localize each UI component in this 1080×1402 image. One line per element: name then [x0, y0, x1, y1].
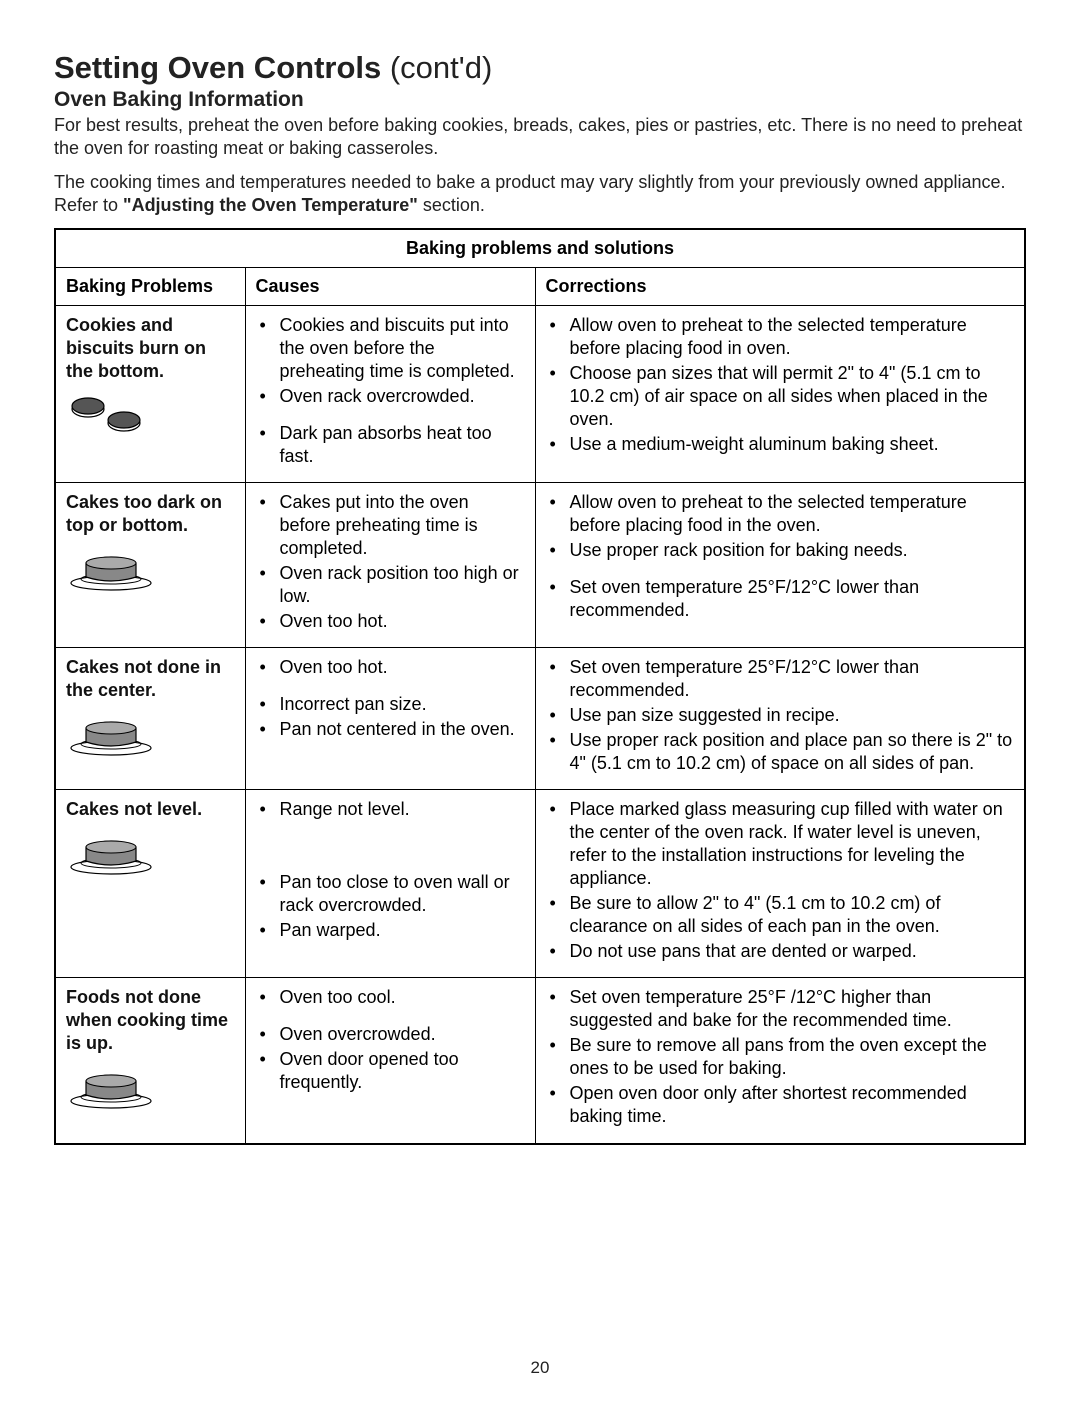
- list-item: Oven rack position too high or low.: [256, 562, 525, 608]
- cake-icon: [66, 543, 156, 591]
- bullet-list: Oven too hot. Incorrect pan size.Pan not …: [256, 656, 525, 741]
- list-item: Choose pan sizes that will permit 2" to …: [546, 362, 1015, 431]
- list-item: Use a medium-weight aluminum baking shee…: [546, 433, 1015, 456]
- problem-text: Foods not done when cooking time is up.: [66, 986, 235, 1055]
- bullet-list: Oven too cool. Oven overcrowded.Oven door…: [256, 986, 525, 1094]
- problem-cell: Cakes not level.: [55, 790, 245, 978]
- causes-cell: Cookies and biscuits put into the oven b…: [245, 305, 535, 482]
- intro2-post: section.: [418, 195, 485, 215]
- problem-text: Cakes not level.: [66, 798, 235, 821]
- bullet-list: Range not level. Pan too close to oven wa…: [256, 798, 525, 942]
- problem-cell: Cookies and biscuits burn on the bottom.: [55, 305, 245, 482]
- cake-icon: [66, 827, 156, 875]
- list-item: Set oven temperature 25°F/12°C lower tha…: [546, 656, 1015, 702]
- corrections-cell: Allow oven to preheat to the selected te…: [535, 482, 1025, 647]
- bullet-list: Allow oven to preheat to the selected te…: [546, 314, 1015, 456]
- table-caption: Baking problems and solutions: [55, 229, 1025, 268]
- list-item: Be sure to allow 2" to 4" (5.1 cm to 10.…: [546, 892, 1015, 938]
- table-row: Foods not done when cooking time is up. O…: [55, 978, 1025, 1144]
- list-item: Use pan size suggested in recipe.: [546, 704, 1015, 727]
- list-item: Oven overcrowded.: [256, 1023, 525, 1046]
- list-item: Cookies and biscuits put into the oven b…: [256, 314, 525, 383]
- list-item: Set oven temperature 25°F/12°C lower tha…: [546, 576, 1015, 622]
- bullet-list: Cookies and biscuits put into the oven b…: [256, 314, 525, 468]
- bullet-list: Allow oven to preheat to the selected te…: [546, 491, 1015, 622]
- page: Setting Oven Controls (cont'd) Oven Baki…: [0, 0, 1080, 1402]
- baking-table: Baking problems and solutions Baking Pro…: [54, 228, 1026, 1145]
- list-item: Oven too hot.: [256, 656, 525, 679]
- table-row: Cakes not done in the center. Oven too ho…: [55, 647, 1025, 789]
- list-item: Incorrect pan size.: [256, 693, 525, 716]
- list-item: Oven too hot.: [256, 610, 525, 633]
- causes-cell: Range not level. Pan too close to oven wa…: [245, 790, 535, 978]
- list-item: Range not level.: [256, 798, 525, 821]
- corrections-cell: Set oven temperature 25°F/12°C lower tha…: [535, 647, 1025, 789]
- intro-para-2: The cooking times and temperatures neede…: [54, 171, 1026, 218]
- problem-text: Cakes too dark on top or bottom.: [66, 491, 235, 537]
- section-heading: Oven Baking Information: [54, 88, 1026, 112]
- problem-cell: Cakes not done in the center.: [55, 647, 245, 789]
- problem-cell: Cakes too dark on top or bottom.: [55, 482, 245, 647]
- cake-icon: [66, 1061, 156, 1109]
- list-item: Allow oven to preheat to the selected te…: [546, 491, 1015, 537]
- cake-icon: [66, 708, 156, 756]
- col-header-problems: Baking Problems: [55, 267, 245, 305]
- bullet-list: Cakes put into the oven before preheatin…: [256, 491, 525, 633]
- list-item: Be sure to remove all pans from the oven…: [546, 1034, 1015, 1080]
- list-item: Allow oven to preheat to the selected te…: [546, 314, 1015, 360]
- list-item: Pan warped.: [256, 919, 525, 942]
- list-item: Cakes put into the oven before preheatin…: [256, 491, 525, 560]
- corrections-cell: Allow oven to preheat to the selected te…: [535, 305, 1025, 482]
- cookies-icon: [66, 389, 156, 437]
- list-item: Do not use pans that are dented or warpe…: [546, 940, 1015, 963]
- list-item: Use proper rack position and place pan s…: [546, 729, 1015, 775]
- bullet-list: Set oven temperature 25°F/12°C lower tha…: [546, 656, 1015, 775]
- problem-text: Cakes not done in the center.: [66, 656, 235, 702]
- list-item: Oven rack overcrowded.: [256, 385, 525, 408]
- corrections-cell: Place marked glass measuring cup filled …: [535, 790, 1025, 978]
- list-item: Pan too close to oven wall or rack overc…: [256, 871, 525, 917]
- causes-cell: Oven too cool. Oven overcrowded.Oven door…: [245, 978, 535, 1144]
- causes-cell: Cakes put into the oven before preheatin…: [245, 482, 535, 647]
- bullet-list: Place marked glass measuring cup filled …: [546, 798, 1015, 963]
- table-row: Cookies and biscuits burn on the bottom.…: [55, 305, 1025, 482]
- list-item: Dark pan absorbs heat too fast.: [256, 422, 525, 468]
- list-item: Set oven temperature 25°F /12°C higher t…: [546, 986, 1015, 1032]
- title-main: Setting Oven Controls: [54, 50, 381, 85]
- list-item: Place marked glass measuring cup filled …: [546, 798, 1015, 890]
- list-item: Open oven door only after shortest recom…: [546, 1082, 1015, 1128]
- table-body: Cookies and biscuits burn on the bottom.…: [55, 305, 1025, 1143]
- causes-cell: Oven too hot. Incorrect pan size.Pan not …: [245, 647, 535, 789]
- page-title: Setting Oven Controls (cont'd): [54, 50, 1026, 86]
- page-number: 20: [0, 1358, 1080, 1378]
- list-item: Pan not centered in the oven.: [256, 718, 525, 741]
- title-suffix: (cont'd): [381, 50, 492, 85]
- intro-para-1: For best results, preheat the oven befor…: [54, 114, 1026, 161]
- corrections-cell: Set oven temperature 25°F /12°C higher t…: [535, 978, 1025, 1144]
- col-header-causes: Causes: [245, 267, 535, 305]
- col-header-corrections: Corrections: [535, 267, 1025, 305]
- list-item: Oven too cool.: [256, 986, 525, 1009]
- list-item: Oven door opened too frequently.: [256, 1048, 525, 1094]
- intro2-bold: "Adjusting the Oven Temperature": [123, 195, 418, 215]
- list-item: Use proper rack position for baking need…: [546, 539, 1015, 562]
- bullet-list: Set oven temperature 25°F /12°C higher t…: [546, 986, 1015, 1128]
- table-row: Cakes not level. Range not level. Pan too …: [55, 790, 1025, 978]
- problem-cell: Foods not done when cooking time is up.: [55, 978, 245, 1144]
- table-row: Cakes too dark on top or bottom. Cakes pu…: [55, 482, 1025, 647]
- problem-text: Cookies and biscuits burn on the bottom.: [66, 314, 235, 383]
